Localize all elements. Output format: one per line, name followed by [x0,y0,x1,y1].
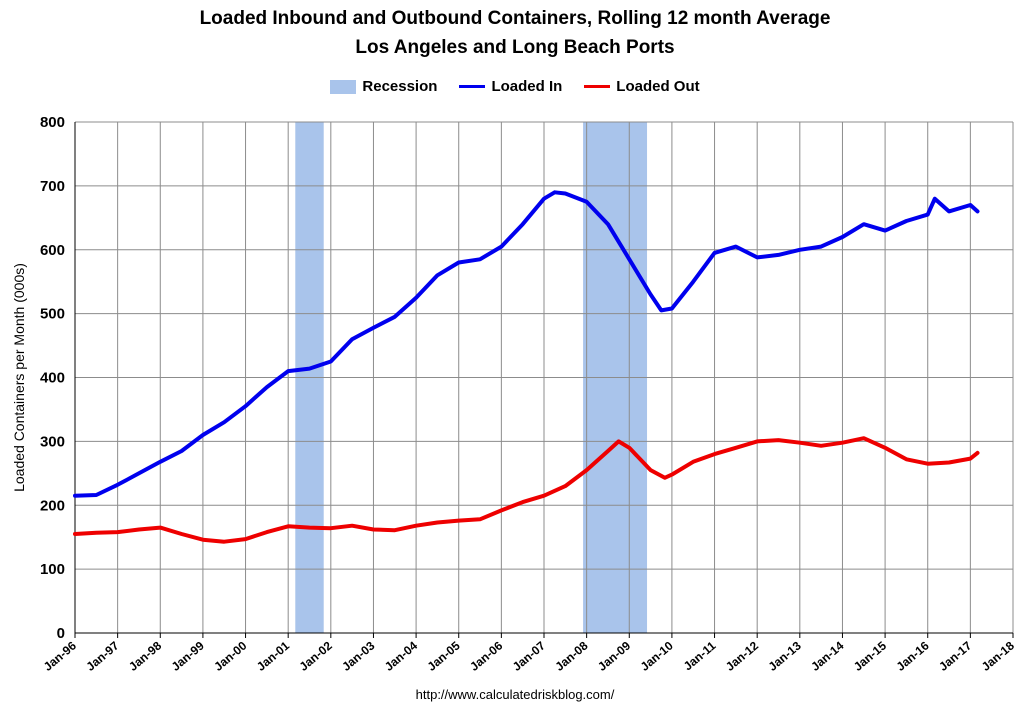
y-tick-label: 800 [40,114,65,131]
x-tick-label: Jan-13 [766,638,804,673]
x-tick-label: Jan-03 [339,638,377,673]
y-tick-label: 500 [40,306,65,323]
legend-item-loaded-out: Loaded Out [584,78,700,95]
chart-subtitle: Los Angeles and Long Beach Ports [355,37,675,58]
x-tick-label: Jan-00 [211,638,249,673]
legend-swatch-recession [330,79,357,94]
x-tick-label: Jan-18 [979,638,1017,673]
legend-item-loaded-in: Loaded In [459,78,562,95]
y-tick-label: 0 [57,625,65,642]
x-tick-label: Jan-98 [126,638,164,673]
chart-legend: Recession Loaded In Loaded Out [0,78,1030,95]
y-tick-label: 600 [40,242,65,259]
legend-swatch-loaded-in [459,85,486,88]
x-tick-label: Jan-07 [510,638,548,673]
x-tick-label: Jan-09 [595,638,633,673]
x-tick-label: Jan-99 [169,638,207,673]
legend-label-loaded-in: Loaded In [491,78,563,95]
x-tick-label: Jan-14 [808,638,846,673]
x-tick-label: Jan-15 [851,638,889,673]
source-url: http://www.calculatedriskblog.com/ [415,687,615,702]
legend-swatch-loaded-out [584,85,611,88]
y-tick-label: 100 [40,561,65,578]
legend-label-loaded-out: Loaded Out [616,78,700,95]
chart-title: Loaded Inbound and Outbound Containers, … [199,8,831,29]
legend-item-recession: Recession [330,78,437,95]
x-tick-label: Jan-11 [681,638,719,673]
y-axis-label: Loaded Containers per Month (000s) [11,263,27,492]
x-tick-label: Jan-01 [254,638,292,673]
y-tick-label: 300 [40,433,65,450]
x-tick-label: Jan-04 [382,638,420,673]
x-tick-label: Jan-12 [723,638,761,673]
y-tick-label: 700 [40,178,65,195]
x-tick-label: Jan-10 [638,638,676,673]
series-line-loaded-out [73,436,980,544]
x-tick-label: Jan-06 [467,638,505,673]
x-tick-label: Jan-02 [297,638,335,673]
y-tick-label: 200 [40,497,65,514]
x-tick-label: Jan-16 [894,638,932,673]
x-tick-label: Jan-96 [41,638,79,673]
x-tick-label: Jan-97 [83,638,121,673]
series-line-loaded-in [73,190,980,498]
x-tick-label: Jan-17 [936,638,974,673]
legend-label-recession: Recession [362,78,438,95]
y-tick-label: 400 [40,370,65,387]
x-tick-label: Jan-05 [425,638,463,673]
x-tick-label: Jan-08 [552,638,590,673]
